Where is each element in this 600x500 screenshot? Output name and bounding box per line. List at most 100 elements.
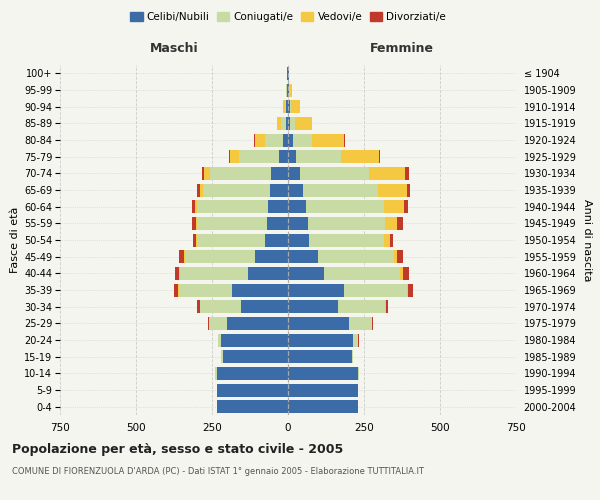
Bar — [288, 234, 309, 246]
Bar — [203, 184, 270, 196]
Bar — [291, 100, 300, 113]
Bar — [384, 200, 404, 213]
Bar — [197, 184, 200, 196]
Bar — [285, 100, 286, 113]
Bar — [293, 134, 313, 146]
Bar — [286, 100, 288, 113]
Bar — [179, 250, 184, 263]
Bar — [300, 167, 368, 180]
Bar — [200, 184, 203, 196]
Bar — [408, 284, 413, 296]
Legend: Celibi/Nubili, Coniugati/e, Vedovi/e, Divorziati/e: Celibi/Nubili, Coniugati/e, Vedovi/e, Di… — [126, 8, 450, 26]
Bar — [295, 117, 312, 130]
Bar — [352, 350, 353, 363]
Bar — [180, 267, 248, 280]
Bar — [241, 300, 288, 313]
Bar — [341, 150, 379, 163]
Bar — [394, 250, 397, 263]
Bar — [277, 117, 281, 130]
Bar — [390, 234, 393, 246]
Bar — [270, 184, 288, 196]
Bar — [405, 167, 409, 180]
Bar — [288, 400, 358, 413]
Bar — [353, 334, 358, 346]
Bar — [288, 200, 306, 213]
Bar — [325, 267, 400, 280]
Bar — [379, 150, 380, 163]
Bar — [400, 267, 403, 280]
Bar — [288, 300, 338, 313]
Bar — [196, 234, 197, 246]
Bar — [217, 367, 288, 380]
Bar — [205, 167, 211, 180]
Bar — [230, 150, 239, 163]
Bar — [197, 300, 200, 313]
Y-axis label: Anni di nascita: Anni di nascita — [582, 198, 592, 281]
Bar — [288, 267, 325, 280]
Bar — [290, 117, 295, 130]
Bar — [217, 400, 288, 413]
Bar — [288, 167, 300, 180]
Bar — [344, 134, 345, 146]
Bar — [173, 284, 178, 296]
Bar — [403, 267, 409, 280]
Bar — [196, 217, 197, 230]
Bar — [179, 267, 180, 280]
Bar — [372, 317, 373, 330]
Bar — [197, 234, 265, 246]
Bar — [288, 384, 358, 396]
Bar — [358, 367, 359, 380]
Bar — [265, 234, 288, 246]
Bar — [254, 134, 265, 146]
Bar — [254, 250, 288, 263]
Bar — [197, 200, 268, 213]
Bar — [288, 250, 319, 263]
Bar — [287, 67, 288, 80]
Bar — [271, 167, 288, 180]
Bar — [288, 100, 290, 113]
Bar — [296, 150, 341, 163]
Bar — [184, 250, 185, 263]
Bar — [306, 200, 384, 213]
Bar — [288, 84, 289, 96]
Bar — [384, 234, 390, 246]
Bar — [191, 200, 195, 213]
Bar — [288, 184, 303, 196]
Bar — [208, 317, 209, 330]
Bar — [313, 134, 344, 146]
Bar — [217, 384, 288, 396]
Bar — [288, 117, 290, 130]
Bar — [288, 150, 296, 163]
Bar — [215, 367, 217, 380]
Bar — [288, 350, 352, 363]
Bar — [368, 167, 405, 180]
Bar — [279, 150, 288, 163]
Bar — [209, 317, 227, 330]
Y-axis label: Fasce di età: Fasce di età — [10, 207, 20, 273]
Bar — [185, 250, 254, 263]
Bar — [192, 217, 196, 230]
Bar — [221, 350, 223, 363]
Bar — [303, 184, 377, 196]
Bar — [268, 200, 288, 213]
Bar — [288, 134, 293, 146]
Bar — [283, 134, 288, 146]
Bar — [288, 334, 353, 346]
Bar — [195, 200, 197, 213]
Bar — [386, 300, 388, 313]
Bar — [385, 217, 397, 230]
Bar — [232, 284, 288, 296]
Bar — [385, 300, 386, 313]
Bar — [349, 317, 371, 330]
Bar — [287, 84, 288, 96]
Bar — [200, 300, 241, 313]
Bar — [283, 100, 285, 113]
Bar — [197, 217, 267, 230]
Bar — [239, 150, 279, 163]
Bar — [223, 350, 288, 363]
Bar — [288, 317, 349, 330]
Bar — [229, 150, 230, 163]
Bar — [288, 217, 308, 230]
Bar — [397, 250, 403, 263]
Bar — [211, 167, 271, 180]
